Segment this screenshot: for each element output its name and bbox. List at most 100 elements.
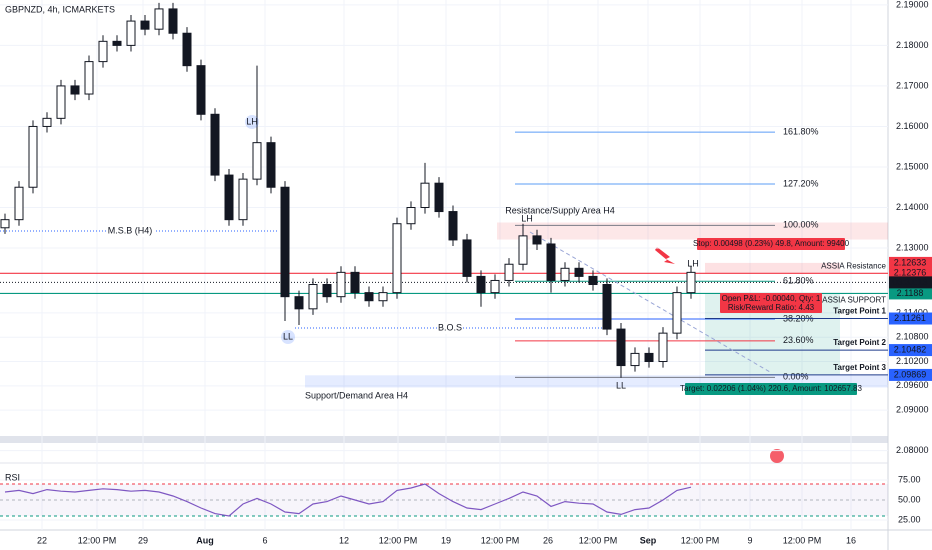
candle-body: [504, 263, 514, 281]
y-tick-label: 2.16000: [896, 121, 929, 131]
info-text: Open P&L: -0.00040, Qty: 1: [722, 294, 821, 303]
candle-body: [126, 20, 136, 46]
candle-body: [154, 8, 164, 30]
candle-body: [182, 32, 192, 67]
candle-body: [616, 328, 626, 367]
price-tag: [889, 287, 932, 300]
fib-label: 161.80%: [783, 126, 819, 136]
info-text: Target: 0.02206 (1.04%) 220.6, Amount: 1…: [680, 384, 862, 393]
annotation-marker: [281, 330, 295, 344]
fib-label: 100.00%: [783, 220, 819, 230]
x-tick-label: 29: [138, 535, 148, 545]
candle-body: [686, 271, 696, 294]
x-tick-label: 19: [441, 535, 451, 545]
price-tag: [889, 256, 932, 269]
fib-label: 23.60%: [783, 335, 814, 345]
candle-body: [644, 352, 654, 363]
candle-body: [420, 182, 430, 209]
countdown-tag: [889, 276, 932, 289]
candle-body: [350, 271, 360, 294]
event-icon[interactable]: [770, 449, 784, 463]
x-tick-label: 12:00 PM: [481, 535, 520, 545]
fib-label: 127.20%: [783, 178, 819, 188]
x-tick-label: 12:00 PM: [78, 535, 117, 545]
x-tick-label: 12:00 PM: [579, 535, 618, 545]
zone-label: Support/Demand Area H4: [305, 390, 408, 400]
x-tick-label: 16: [846, 535, 856, 545]
candle-body: [224, 174, 234, 221]
candle-body: [448, 211, 458, 241]
chart-title: GBPNZD, 4h, ICMARKETS: [5, 4, 115, 14]
stop-area: [705, 262, 840, 274]
candle-body: [392, 223, 402, 294]
y-tick-label: 2.09000: [896, 405, 929, 415]
x-tick-label: 12:00 PM: [379, 535, 418, 545]
y-tick-label: 2.09600: [896, 380, 929, 390]
info-box: [685, 383, 857, 395]
rsi-label: RSI: [5, 472, 20, 482]
y-tick-label: 2.17000: [896, 80, 929, 90]
candle-body: [42, 117, 52, 127]
candle-body: [476, 275, 486, 294]
target-label: Target Point 3: [833, 363, 886, 372]
candle-body: [98, 40, 108, 63]
info-box: [697, 238, 845, 250]
fib-label: 61.80%: [783, 276, 814, 286]
annotation: LL: [283, 331, 293, 341]
x-tick-label: 12:00 PM: [681, 535, 720, 545]
annotation: LH: [246, 116, 258, 126]
arrow: [655, 247, 675, 264]
candle-body: [434, 182, 444, 213]
annotation-bg: [437, 322, 463, 334]
info-text: Risk/Reward Ratio: 4.43: [728, 303, 815, 312]
candle-body: [546, 243, 556, 281]
annotation-bg: [106, 225, 154, 237]
y-tick-label: 2.13000: [896, 242, 929, 252]
candle-body: [14, 186, 24, 221]
candle-body: [238, 178, 248, 221]
price-tag-label: 2.11261: [894, 313, 926, 323]
info-text: Stop: 0.00498 (0.23%) 49.8, Amount: 9940…: [693, 239, 850, 248]
annotation: B.O.S: [438, 322, 462, 332]
y-tick-label: 2.19000: [896, 0, 929, 9]
annotation: LL: [616, 380, 626, 390]
candle-body: [266, 142, 276, 188]
y-tick-label: 2.11400: [896, 307, 928, 317]
x-tick-label: Sep: [640, 535, 657, 545]
candle-body: [490, 279, 500, 294]
price-tag: [889, 267, 932, 280]
price-tag: [889, 312, 932, 325]
candle-body: [518, 235, 528, 265]
price-tag-label: 2.10482: [894, 344, 927, 354]
candle-body: [672, 292, 682, 334]
rsi-tick-label: 50.00: [898, 494, 921, 504]
x-tick-label: 22: [37, 535, 47, 545]
y-tick-label: 2.10800: [896, 332, 929, 342]
info-box: [720, 293, 822, 313]
zone: [497, 222, 888, 240]
candle-body: [280, 186, 290, 298]
level-label: ASSIA Resistance: [821, 261, 886, 270]
pane-separator: [0, 436, 888, 443]
annotation: M.S.B (H4): [108, 225, 153, 235]
countdown: 03:31:13: [892, 277, 927, 287]
candle-body: [574, 267, 584, 277]
price-tag-label: 2.1188: [897, 288, 924, 298]
trend-line: [529, 231, 771, 373]
rsi-line: [4, 483, 692, 517]
target-label: Target Point 2: [833, 338, 886, 347]
candle-body: [322, 284, 332, 298]
annotation-marker: [245, 115, 259, 129]
candle-body: [252, 142, 262, 180]
candle-body: [378, 292, 388, 302]
candle-body: [28, 125, 38, 188]
level-label: ASSIA SUPPORT: [822, 296, 886, 305]
y-tick-label: 2.08000: [896, 445, 929, 455]
x-tick-label: 9: [747, 535, 752, 545]
candle-body: [168, 8, 178, 34]
y-tick-label: 2.14000: [896, 202, 929, 212]
target-label: Target Point 1: [833, 307, 886, 316]
rsi-tick-label: 75.00: [898, 474, 921, 484]
candle-body: [406, 207, 416, 225]
